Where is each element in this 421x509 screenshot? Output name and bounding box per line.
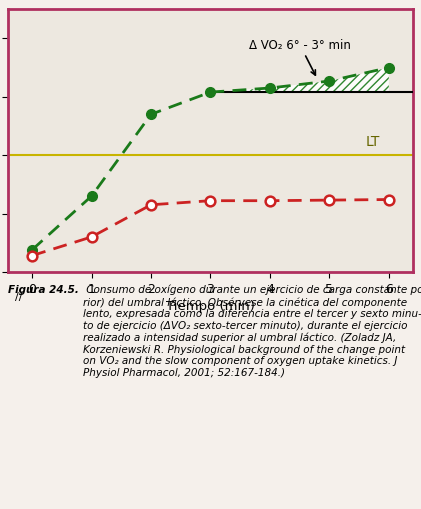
X-axis label: Tiempo (min): Tiempo (min): [166, 300, 255, 313]
Polygon shape: [210, 68, 389, 93]
Text: //: //: [16, 292, 23, 302]
Text: Δ VO₂ 6° - 3° min: Δ VO₂ 6° - 3° min: [249, 39, 351, 76]
Text: LT: LT: [365, 134, 380, 148]
Text: Figura 24.5.: Figura 24.5.: [8, 285, 79, 294]
Text: Consumo de oxígeno durante un ejercicio de carga constante por debajo (línea inf: Consumo de oxígeno durante un ejercicio …: [83, 285, 421, 377]
